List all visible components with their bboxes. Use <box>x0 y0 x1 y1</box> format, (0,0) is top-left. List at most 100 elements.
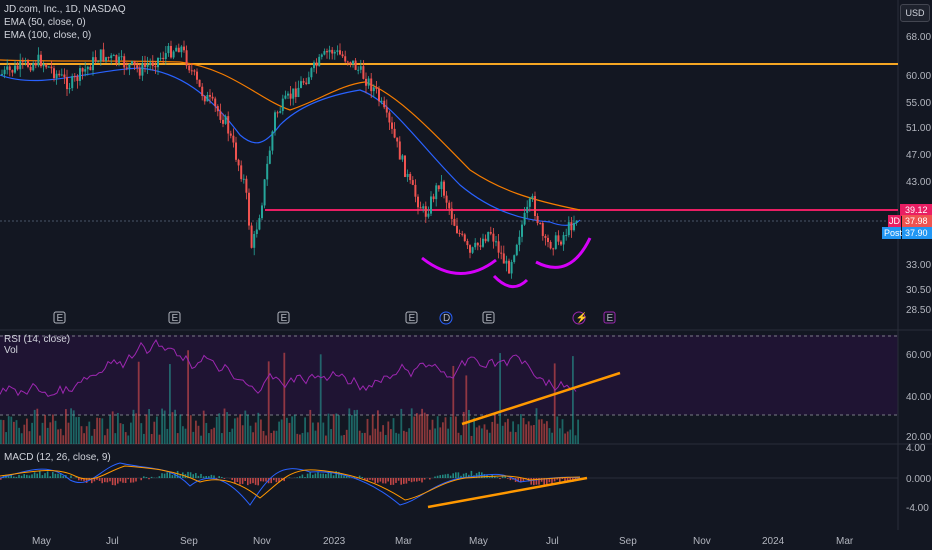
rsi-axis[interactable]: 60.00 40.00 20.00 <box>906 350 931 443</box>
volume-bar <box>10 416 13 444</box>
price-axis[interactable]: 68.00 60.00 55.00 51.00 47.00 43.00 33.0… <box>906 32 931 316</box>
candle-body <box>45 64 48 68</box>
macd-histogram-bar <box>312 474 314 478</box>
time-axis[interactable]: May Jul Sep Nov 2023 Mar May Jul Sep Nov… <box>32 536 854 547</box>
volume-bar <box>444 417 447 444</box>
candle-body <box>313 62 315 69</box>
candle-body <box>141 63 144 76</box>
earnings-marker[interactable]: E <box>277 311 290 324</box>
earnings-marker[interactable]: E <box>603 311 616 324</box>
volume-bar <box>538 419 540 444</box>
candle-body <box>370 78 373 92</box>
currency-button[interactable]: USD <box>900 4 930 22</box>
macd-histogram-bar <box>75 477 77 478</box>
post-market-price-tag: 37.90 <box>905 228 928 238</box>
volume-bar <box>384 434 387 444</box>
volume-bar <box>462 411 465 444</box>
macd-histogram-bar <box>449 475 452 478</box>
candle-body <box>8 66 11 71</box>
volume-bar <box>434 428 436 444</box>
candle-body <box>271 131 274 151</box>
macd-histogram-bar <box>442 474 444 478</box>
rsi-legend[interactable]: RSI (14, close) <box>4 334 70 345</box>
rsi-trendline[interactable] <box>461 371 621 426</box>
volume-bar <box>356 409 358 444</box>
macd-histogram-bar <box>462 473 465 478</box>
candle-body <box>497 241 500 253</box>
volume-bar <box>322 422 325 444</box>
split-marker[interactable]: ⚡ <box>572 311 588 325</box>
macd-histogram-bar <box>249 478 252 484</box>
candle-body <box>190 70 193 72</box>
earnings-marker[interactable]: E <box>53 311 66 324</box>
macd-histogram-bar <box>488 477 491 478</box>
price-pane[interactable] <box>0 0 898 330</box>
candle-body <box>357 69 360 71</box>
candle-body <box>40 54 42 67</box>
candle-body <box>6 66 9 70</box>
macd-legend[interactable]: MACD (12, 26, close, 9) <box>4 452 111 463</box>
earnings-marker[interactable]: E <box>482 311 495 324</box>
volume-bar <box>379 431 382 444</box>
macd-histogram-bar <box>504 475 506 478</box>
macd-histogram-bar <box>483 474 486 478</box>
candle-body <box>554 235 557 249</box>
macd-histogram-bar <box>397 478 400 481</box>
macd-histogram-bar <box>143 476 145 478</box>
volume-bar <box>91 435 93 444</box>
earnings-marker[interactable]: E <box>405 311 418 324</box>
candle-body <box>258 218 261 230</box>
candle-body <box>424 206 427 217</box>
volume-bar <box>358 430 361 444</box>
volume-bar <box>78 416 80 444</box>
macd-histogram-bar <box>234 478 236 483</box>
candle-body <box>406 173 409 177</box>
candle-body <box>211 96 214 99</box>
candle-body <box>471 247 474 253</box>
macd-trendline[interactable] <box>427 476 588 509</box>
event-markers: E E E E D E ⚡ E <box>53 311 616 325</box>
earnings-marker[interactable]: E <box>168 311 181 324</box>
symbol-legend[interactable]: JD.com, Inc., 1D, NASDAQ <box>4 4 126 15</box>
candle-body <box>479 245 482 247</box>
candle-body <box>484 238 487 242</box>
macd-histogram-bar <box>145 477 148 478</box>
volume-bar <box>436 416 439 444</box>
time-tick: Nov <box>693 536 711 547</box>
candle-body <box>232 135 235 143</box>
candle-body <box>466 240 469 246</box>
macd-histogram-bar <box>10 474 12 478</box>
macd-histogram-bar <box>543 478 545 485</box>
ema100-legend[interactable]: EMA (100, close, 0) <box>4 30 91 41</box>
time-tick: May <box>469 536 488 547</box>
volume-bar <box>377 410 379 444</box>
macd-histogram-bar <box>371 478 374 481</box>
volume-bar <box>475 427 478 444</box>
volume-bar <box>85 426 88 444</box>
candle-body <box>105 57 107 61</box>
volume-bar <box>278 421 280 444</box>
macd-histogram-bar <box>39 470 41 478</box>
volume-bar <box>239 414 241 444</box>
volume-bar <box>468 409 470 444</box>
candle-body <box>476 242 479 246</box>
volume-bar <box>197 425 200 444</box>
ema50-legend[interactable]: EMA (50, close, 0) <box>4 17 86 28</box>
candle-body <box>149 62 152 65</box>
volume-bar <box>205 422 208 444</box>
volume-bar <box>319 354 322 444</box>
dividend-marker[interactable]: D <box>439 311 453 325</box>
macd-axis[interactable]: 4.00 0.000 -4.00 <box>906 443 931 514</box>
svg-text:⚡: ⚡ <box>576 311 588 324</box>
volume-bar <box>270 432 273 444</box>
macd-histogram-bar <box>208 476 210 478</box>
volume-bar <box>286 417 288 444</box>
volume-bar <box>189 415 192 444</box>
volume-bar <box>231 428 234 444</box>
macd-histogram-bar <box>533 478 535 486</box>
candle-body <box>378 88 380 102</box>
candle-body <box>250 225 253 248</box>
volume-legend[interactable]: Vol <box>4 345 18 356</box>
volume-bar <box>140 423 143 444</box>
